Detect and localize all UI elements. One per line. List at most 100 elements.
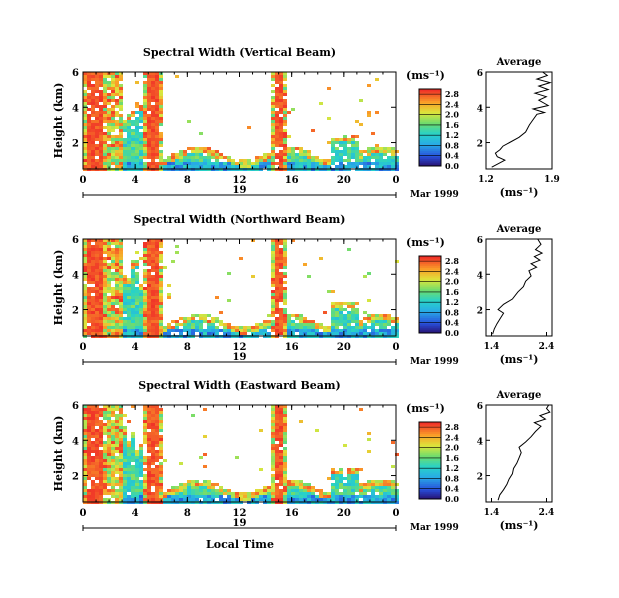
heatmap-cell — [155, 287, 159, 290]
heatmap-cell — [87, 456, 91, 459]
heatmap-cell — [347, 150, 351, 153]
heatmap-cell — [95, 326, 99, 329]
heatmap-cell — [159, 251, 163, 254]
heatmap-cell — [83, 302, 87, 305]
heatmap-cell — [115, 480, 119, 483]
x-tick-label: 12 — [233, 342, 247, 353]
heatmap-cell — [107, 435, 111, 438]
heatmap-cell — [275, 305, 279, 308]
heatmap-cell — [143, 144, 147, 147]
heatmap-cell — [171, 486, 175, 489]
heatmap-cell — [179, 332, 183, 335]
heatmap-cell — [223, 498, 227, 501]
heatmap-cell — [299, 498, 303, 501]
heatmap-cell — [367, 153, 371, 156]
heatmap-cell — [207, 156, 211, 159]
heatmap-cell — [219, 498, 223, 501]
heatmap-cell — [311, 323, 315, 326]
heatmap-cell — [99, 429, 103, 432]
heatmap-cell — [275, 432, 279, 435]
heatmap-cell — [123, 432, 127, 435]
heatmap-cell — [95, 260, 99, 263]
heatmap-cell — [111, 486, 115, 489]
heatmap-cell — [375, 498, 379, 501]
heatmap-cell — [147, 81, 151, 84]
heatmap-cell — [83, 75, 87, 78]
heatmap-cell — [375, 320, 379, 323]
heatmap-cell — [187, 326, 191, 329]
heatmap-cell — [155, 405, 159, 408]
heatmap-cell — [303, 317, 307, 320]
heatmap-cell — [271, 405, 275, 408]
heatmap-cell — [367, 165, 371, 168]
heatmap-cell — [391, 165, 395, 168]
heatmap-cell — [119, 317, 123, 320]
heatmap-cell — [215, 492, 219, 495]
heatmap-cell — [95, 441, 99, 444]
heatmap-cell — [83, 498, 87, 501]
heatmap-cell — [387, 492, 391, 495]
heatmap-cell — [279, 138, 283, 141]
heatmap-cell — [107, 465, 111, 468]
heatmap-cell — [139, 320, 143, 323]
heatmap-cell — [91, 251, 95, 254]
heatmap-cell — [91, 302, 95, 305]
profile-y-tick-label: 6 — [477, 236, 483, 246]
heatmap-cell — [155, 263, 159, 266]
heatmap-cell — [283, 84, 287, 87]
heatmap-cell — [83, 459, 87, 462]
heatmap-cell — [163, 459, 167, 462]
heatmap-cell — [83, 251, 87, 254]
heatmap-cell — [83, 263, 87, 266]
heatmap-cell — [283, 287, 287, 290]
heatmap-cell — [159, 105, 163, 108]
heatmap-cell — [87, 302, 91, 305]
heatmap-cell — [279, 462, 283, 465]
heatmap-cell — [271, 465, 275, 468]
heatmap-cell — [111, 272, 115, 275]
heatmap-cell — [231, 332, 235, 335]
heatmap-cell — [191, 480, 195, 483]
heatmap-cell — [87, 251, 91, 254]
colorbar-swatch — [419, 127, 441, 130]
heatmap-cell — [179, 156, 183, 159]
heatmap-cell — [191, 495, 195, 498]
heatmap-cell — [367, 486, 371, 489]
heatmap-cell — [367, 495, 371, 498]
heatmap-cell — [271, 120, 275, 123]
heatmap-cell — [187, 495, 191, 498]
heatmap-cell — [159, 293, 163, 296]
heatmap-cell — [115, 420, 119, 423]
heatmap-cell — [87, 135, 91, 138]
profile-x-label: (ms⁻¹) — [500, 186, 539, 199]
heatmap-cell — [127, 329, 131, 332]
heatmap-cell — [351, 135, 355, 138]
heatmap-cell — [91, 287, 95, 290]
heatmap-cell — [355, 480, 359, 483]
profile-y-tick-label: 4 — [477, 104, 483, 114]
heatmap-cell — [87, 465, 91, 468]
heatmap-cell — [143, 293, 147, 296]
heatmap-cell — [207, 492, 211, 495]
heatmap-cell — [123, 287, 127, 290]
heatmap-cell — [143, 290, 147, 293]
heatmap-cell — [383, 159, 387, 162]
heatmap-cell — [159, 429, 163, 432]
heatmap-cell — [275, 468, 279, 471]
heatmap-cell — [135, 320, 139, 323]
heatmap-cell — [91, 165, 95, 168]
heatmap-cell — [215, 159, 219, 162]
heatmap-cell — [107, 441, 111, 444]
heatmap-cell — [155, 117, 159, 120]
heatmap-cell — [147, 260, 151, 263]
heatmap-cell — [135, 138, 139, 141]
heatmap-cell — [123, 462, 127, 465]
heatmap-cell — [375, 483, 379, 486]
heatmap-cell — [379, 329, 383, 332]
heatmap-cell — [83, 468, 87, 471]
heatmap-cell — [99, 153, 103, 156]
heatmap-cell — [119, 426, 123, 429]
heatmap-cell — [87, 417, 91, 420]
heatmap-cell — [159, 135, 163, 138]
